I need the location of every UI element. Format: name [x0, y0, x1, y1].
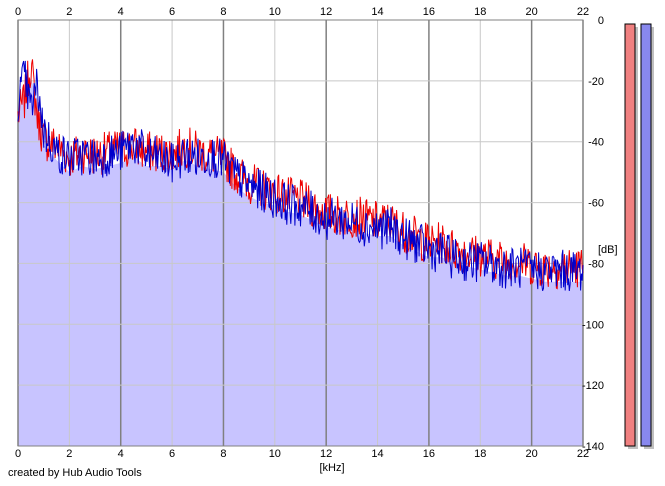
right-level-meter	[640, 23, 652, 447]
x-tick-label-top: 4	[118, 6, 124, 18]
x-axis-label: [kHz]	[319, 462, 344, 474]
y-tick-label: -20	[588, 76, 604, 88]
x-tick-label-top: 20	[526, 6, 538, 18]
x-tick-label-bottom: 2	[66, 448, 72, 460]
level-meters	[624, 23, 654, 449]
x-tick-label-bottom: 18	[474, 448, 486, 460]
x-tick-label-bottom: 4	[118, 448, 124, 460]
spectrum-fill-area	[18, 77, 583, 447]
x-tick-label-bottom: 22	[577, 448, 589, 460]
spectrum-fill-layer	[18, 77, 583, 447]
x-tick-label-bottom: 0	[15, 448, 21, 460]
x-tick-label-top: 22	[577, 6, 589, 18]
x-tick-label-top: 6	[169, 6, 175, 18]
x-tick-label-top: 16	[423, 6, 435, 18]
y-tick-label: -120	[582, 380, 604, 392]
y-tick-labels: 0 -20 -40 -60 -80 -100 -120 -140	[582, 15, 604, 453]
x-tick-label-top: 10	[269, 6, 281, 18]
x-tick-label-top: 2	[66, 6, 72, 18]
grid-layer	[17, 19, 584, 447]
y-tick-label: 0	[598, 15, 604, 27]
x-tick-label-bottom: 8	[220, 448, 226, 460]
x-tick-label-top: 8	[220, 6, 226, 18]
credit-text: created by Hub Audio Tools	[8, 467, 142, 479]
x-tick-label-bottom: 16	[423, 448, 435, 460]
y-tick-label: -80	[588, 258, 604, 270]
x-tick-label-bottom: 20	[526, 448, 538, 460]
x-tick-label-top: 14	[371, 6, 383, 18]
x-tick-label-top: 0	[15, 6, 21, 18]
x-tick-label-bottom: 12	[320, 448, 332, 460]
y-tick-label: -60	[588, 198, 604, 210]
x-tick-label-bottom: 6	[169, 448, 175, 460]
x-tick-labels-top: 0 2 4 6 8 10 12 14 16 18 20 22	[15, 6, 589, 18]
x-tick-label-top: 18	[474, 6, 486, 18]
plot-frame	[17, 19, 584, 447]
x-tick-label-bottom: 10	[269, 448, 281, 460]
y-tick-label: -140	[582, 441, 604, 453]
right-channel-line	[17, 60, 584, 292]
y-tick-label: -100	[582, 319, 604, 331]
x-tick-labels-bottom: 0 2 4 6 8 10 12 14 16 18 20 22	[15, 448, 589, 460]
left-level-meter	[624, 23, 636, 447]
y-axis-label: [dB]	[598, 244, 618, 256]
x-tick-label-top: 12	[320, 6, 332, 18]
y-tick-label: -40	[588, 137, 604, 149]
x-tick-label-bottom: 14	[371, 448, 383, 460]
series-layer	[17, 59, 584, 292]
